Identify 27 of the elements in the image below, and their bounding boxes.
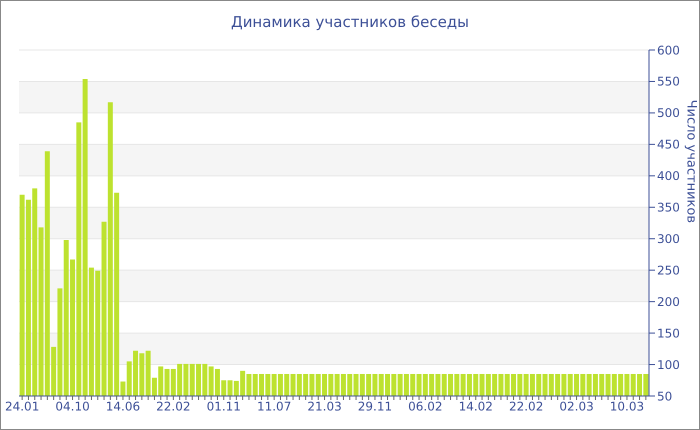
y-tick-label: 600	[657, 43, 680, 58]
x-tick-label: 11.07	[256, 400, 292, 414]
y-tick-label: 150	[657, 326, 680, 340]
x-tick-label: 06.02	[408, 400, 443, 414]
y-axis-title: Число участников	[683, 100, 698, 223]
chart-title: Динамика участников беседы	[230, 13, 470, 31]
x-tick-label: 24.01	[4, 400, 40, 414]
x-tick-label: 14.02	[458, 400, 493, 414]
y-tick-label: 200	[657, 294, 680, 309]
y-tick-label: 350	[657, 200, 680, 215]
x-tick-label: 22.02	[156, 400, 191, 414]
y-tick-label: 250	[657, 263, 680, 278]
y-tick-label: 100	[657, 358, 680, 372]
y-tick-label: 500	[657, 106, 680, 120]
x-tick-label: 01.11	[206, 400, 241, 414]
y-tick-label: 300	[657, 232, 680, 246]
y-tick-label: 50	[657, 389, 672, 404]
x-tick-label: 29.11	[358, 400, 392, 414]
x-tick-label: 04.10	[55, 400, 90, 414]
x-tick-label: 14.06	[106, 400, 140, 414]
x-tick-label: 22.02	[508, 400, 544, 414]
y-tick-label: 550	[657, 74, 680, 89]
y-tick-label: 450	[657, 138, 680, 152]
x-tick-label: 02.03	[559, 400, 594, 414]
x-tick-label: 21.03	[307, 400, 342, 414]
x-tick-label: 10.03	[610, 400, 644, 414]
y-tick-label: 400	[657, 169, 680, 184]
